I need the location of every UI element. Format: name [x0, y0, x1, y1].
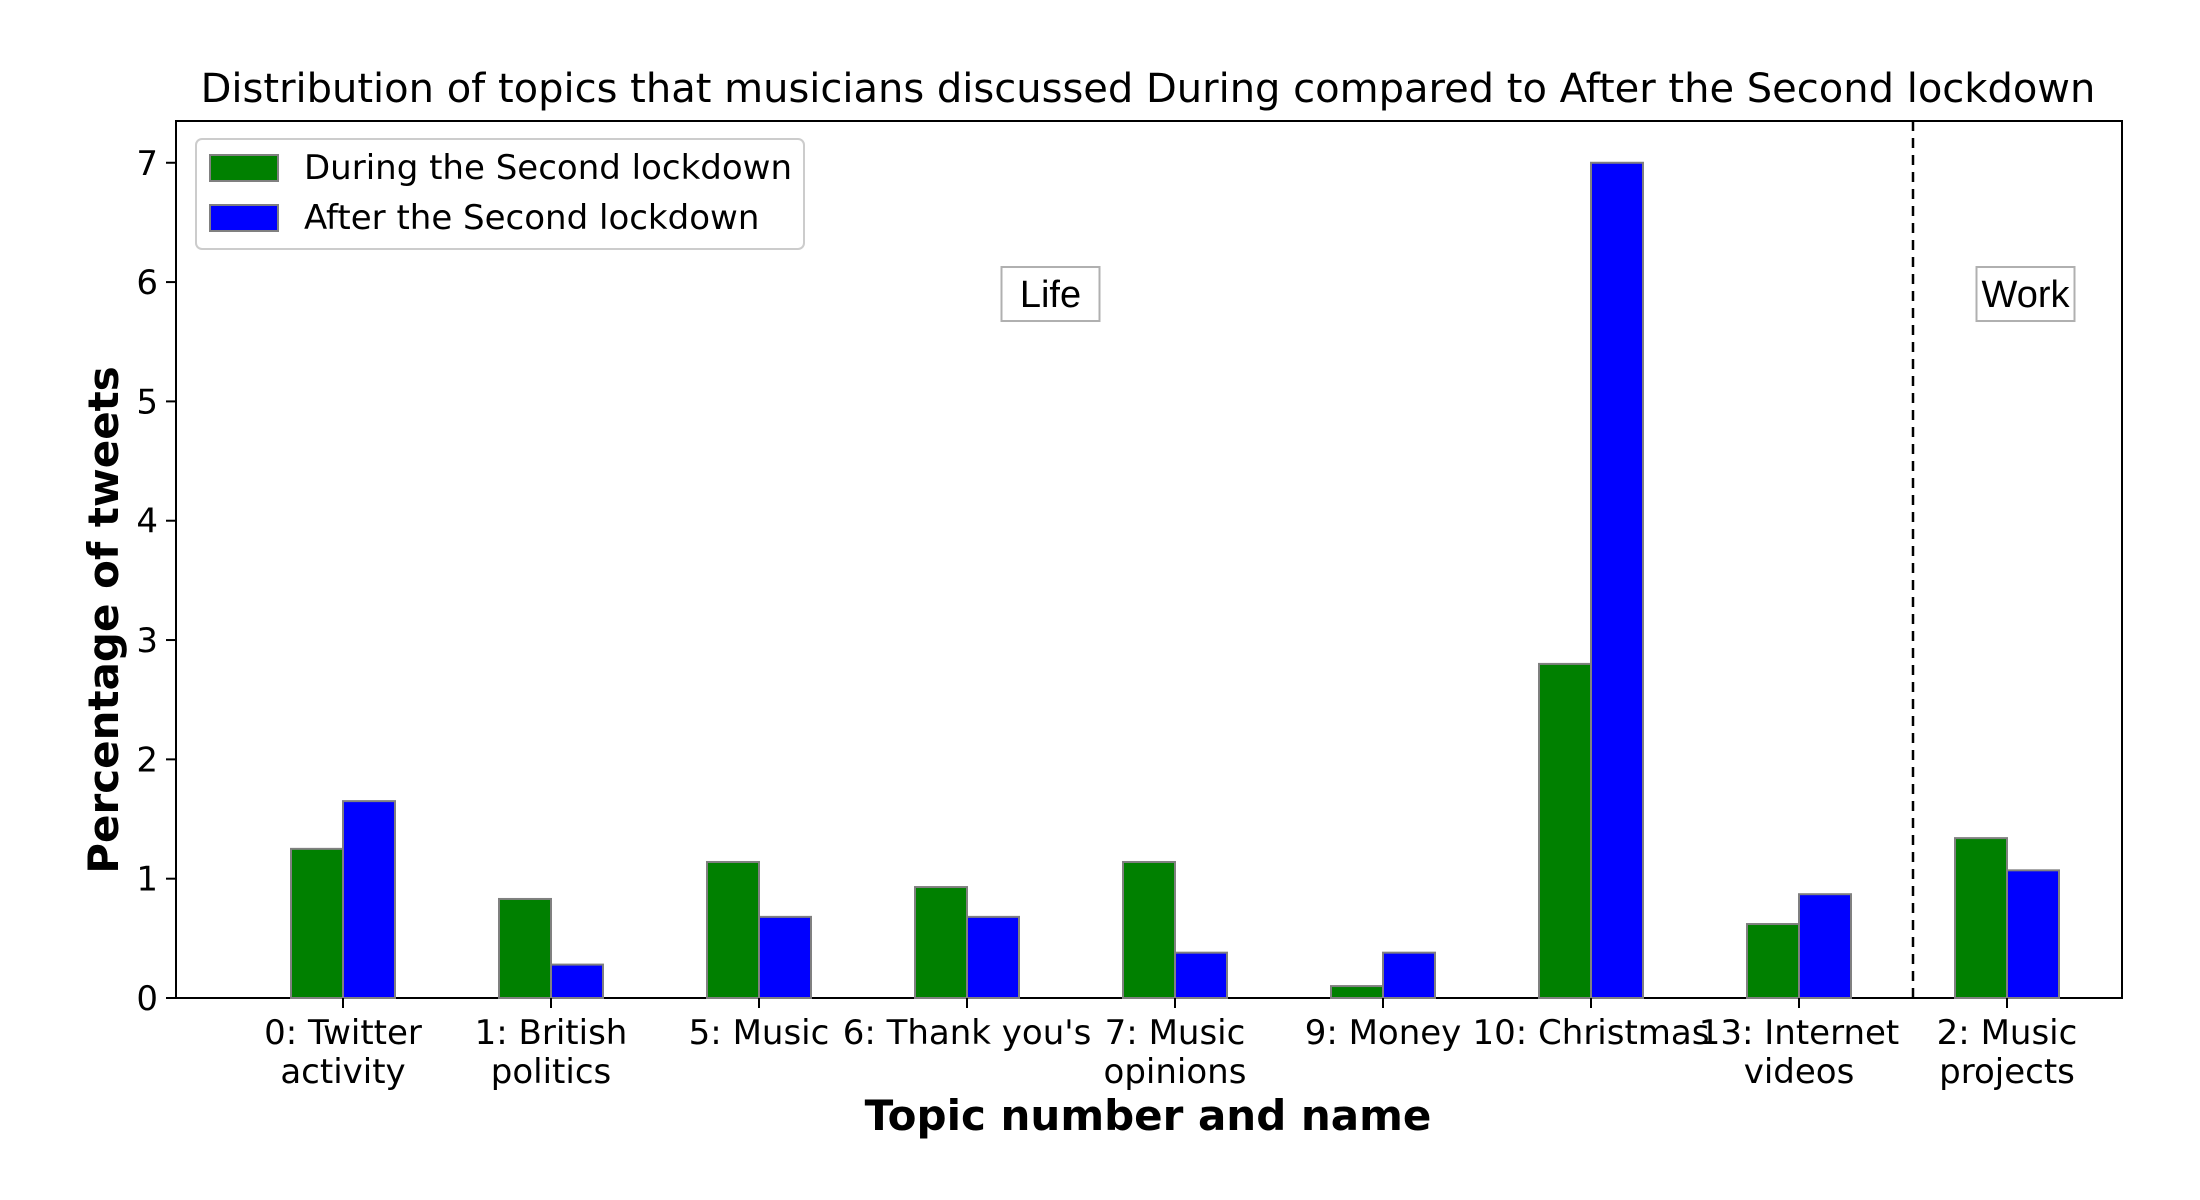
y-tick-label-2: 2	[136, 740, 158, 780]
bar-after-4	[1174, 951, 1228, 1000]
x-tick-label-1-line-0: 1: British	[475, 1013, 628, 1053]
legend-swatch-1	[209, 204, 279, 232]
x-tick-label-7-line-0: 13: Internet	[1699, 1013, 1900, 1053]
annotation-label-life: Life	[1020, 274, 1081, 316]
legend-label-1: After the Second lockdown	[304, 198, 759, 238]
annotations-group: Life Work	[1000, 266, 2076, 323]
x-tick-label-8-line-1: projects	[1939, 1052, 2075, 1092]
y-tick-label-5: 5	[136, 382, 158, 422]
annotation-box-work	[1975, 266, 2076, 323]
x-tick-label-0-line-0: 0: Twitter	[264, 1013, 422, 1053]
x-tick-label-1: 1: British politics	[475, 1013, 628, 1092]
chart-title: Distribution of topics that musicians di…	[201, 66, 2096, 112]
y-tick-label-7: 7	[136, 144, 158, 184]
x-tick-label-4: 7: Music opinions	[1104, 1013, 1247, 1092]
y-axis-label: Percentage of tweets	[79, 366, 128, 874]
bar-during-3	[914, 886, 968, 999]
bar-after-1	[550, 963, 604, 999]
x-tick-label-8: 2: Music projects	[1937, 1013, 2078, 1092]
y-tick-label-6: 6	[136, 263, 158, 303]
x-tick-label-0-line-1: activity	[280, 1052, 405, 1092]
y-tick-label-1: 1	[136, 860, 158, 900]
bar-after-7	[1798, 893, 1852, 999]
x-tick-label-3-line-0: 6: Thank you's	[843, 1013, 1092, 1053]
bar-during-5	[1330, 985, 1384, 1000]
ticks-group: 0 1 2 3 4 5 6 7 0: Twitter activity 1: British poli…	[136, 144, 2077, 1092]
x-tick-label-3: 6: Thank you's	[843, 1013, 1092, 1053]
bar-after-2	[758, 915, 812, 1000]
bar-during-1	[498, 897, 552, 999]
x-tick-label-4-line-0: 7: Music	[1105, 1013, 1246, 1053]
y-tick-label-3: 3	[136, 621, 158, 661]
bar-after-5	[1382, 951, 1436, 1000]
x-tick-label-2: 5: Music	[689, 1013, 830, 1053]
annotation-label-work: Work	[1982, 274, 2071, 316]
bar-during-0	[290, 847, 344, 999]
x-tick-label-1-line-1: politics	[491, 1052, 611, 1092]
bar-during-6	[1538, 662, 1592, 1000]
legend-box	[195, 138, 805, 250]
x-tick-label-5: 9: Money	[1305, 1013, 1462, 1053]
x-tick-label-6-line-0: 10: Christmas	[1473, 1013, 1710, 1053]
x-tick-label-7-line-1: videos	[1744, 1052, 1855, 1092]
x-axis-label: Topic number and name	[865, 1091, 1432, 1140]
bar-after-3	[966, 915, 1020, 1000]
y-tick-label-0: 0	[136, 979, 158, 1019]
bar-during-2	[706, 860, 760, 1000]
x-tick-label-7: 13: Internet videos	[1699, 1013, 1900, 1092]
x-tick-label-6: 10: Christmas	[1473, 1013, 1710, 1053]
x-tick-label-5-line-0: 9: Money	[1305, 1013, 1462, 1053]
legend-swatch-0	[209, 154, 279, 182]
bar-after-6	[1590, 161, 1644, 999]
x-tick-label-0: 0: Twitter activity	[264, 1013, 422, 1092]
bar-during-7	[1746, 923, 1800, 1000]
bar-after-8	[2006, 869, 2060, 999]
bar-during-4	[1122, 860, 1176, 1000]
x-tick-label-2-line-0: 5: Music	[689, 1013, 830, 1053]
bar-during-8	[1954, 837, 2008, 999]
bars-group	[290, 161, 2060, 1000]
x-tick-label-4-line-1: opinions	[1104, 1052, 1247, 1092]
x-tick-label-8-line-0: 2: Music	[1937, 1013, 2078, 1053]
legend: During the Second lockdown After the Seco…	[195, 138, 805, 250]
bar-after-0	[342, 800, 396, 999]
legend-label-0: During the Second lockdown	[304, 148, 792, 188]
annotation-box-life	[1000, 266, 1101, 323]
y-tick-label-4: 4	[136, 502, 158, 542]
